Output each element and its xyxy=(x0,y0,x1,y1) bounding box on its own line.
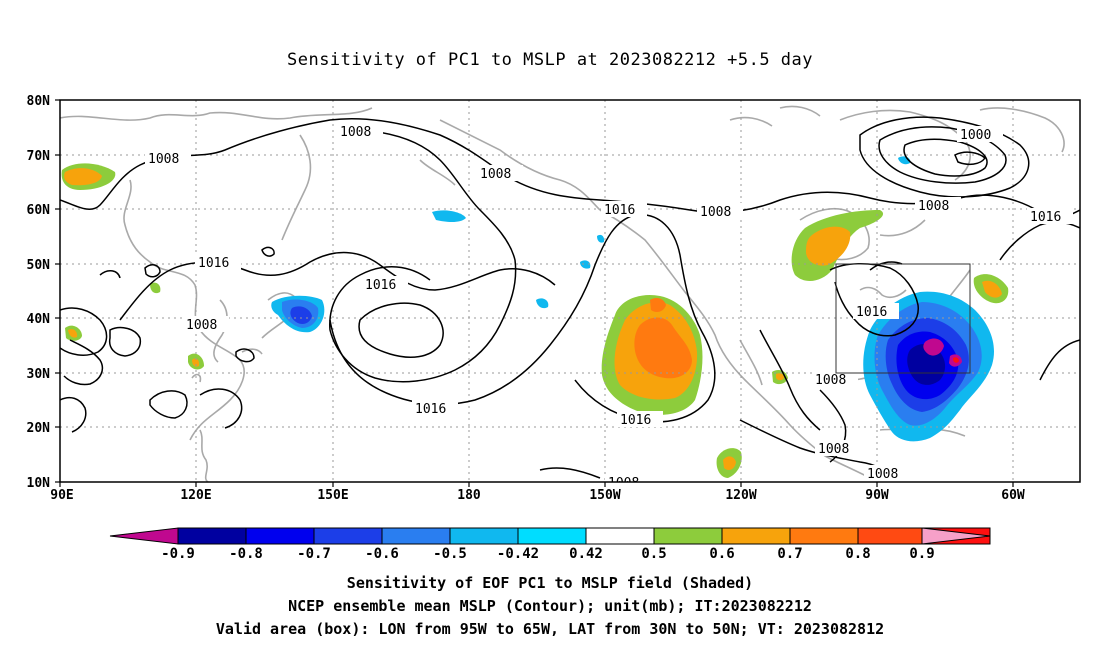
colorbar-label: -0.6 xyxy=(365,546,399,562)
colorbar-swatches xyxy=(177,527,991,545)
colorbar-swatch xyxy=(585,527,655,545)
colorbar-swatch xyxy=(313,527,383,545)
caption-line-3: Valid area (box): LON from 95W to 65W, L… xyxy=(215,620,885,638)
colorbar-label: 0.42 xyxy=(569,546,603,562)
lat-label: 60N xyxy=(27,203,51,218)
caption-line-1: Sensitivity of EOF PC1 to MSLP field (Sh… xyxy=(346,574,754,592)
lon-label: 150W xyxy=(589,488,620,503)
colorbar-label: -0.42 xyxy=(497,546,539,562)
contour-label: 1016 xyxy=(365,278,396,293)
contour-label: 1016 xyxy=(604,203,635,218)
lat-label: 80N xyxy=(27,94,51,109)
contour-label: 1008 xyxy=(480,167,511,182)
colorbar-label: -0.7 xyxy=(297,546,331,562)
lon-label: 120E xyxy=(180,488,211,503)
colorbar-label: -0.9 xyxy=(161,546,195,562)
contour-label: 1008 xyxy=(608,476,639,491)
lat-label: 20N xyxy=(27,421,51,436)
lon-labels: 90E 120E 150E 180 150W 120W 90W 60W xyxy=(50,488,1025,503)
colorbar-swatch xyxy=(245,527,315,545)
contour-label: 1016 xyxy=(620,413,651,428)
coastlines xyxy=(60,105,1065,482)
caption-line-2: NCEP ensemble mean MSLP (Contour); unit(… xyxy=(288,597,812,615)
valid-area-box xyxy=(835,263,971,374)
map-border xyxy=(59,99,1081,483)
lat-labels: 80N 70N 60N 50N 40N 30N 20N 10N xyxy=(27,94,51,491)
axis-ticks xyxy=(55,99,1014,487)
colorbar-label: 0.8 xyxy=(845,546,870,562)
colorbar: -0.9 -0.8 -0.7 -0.6 -0.5 -0.42 0.42 0.5 … xyxy=(109,527,991,562)
colorbar-swatch xyxy=(789,527,859,545)
colorbar-label: 0.5 xyxy=(641,546,666,562)
contour-label: 1008 xyxy=(818,442,849,457)
colorbar-label: 0.6 xyxy=(709,546,734,562)
lat-label: 40N xyxy=(27,312,51,327)
lat-label: 70N xyxy=(27,149,51,164)
colorbar-high-end xyxy=(921,527,991,545)
colorbar-swatch xyxy=(517,527,587,545)
contour-label: 1000 xyxy=(960,128,991,143)
map-title: Sensitivity of PC1 to MSLP at 2023082212… xyxy=(286,50,813,70)
contour-label: 1008 xyxy=(340,125,371,140)
lon-label: 150E xyxy=(317,488,348,503)
contour-labels: 1008 1008 1008 1016 1008 1000 1008 1016 … xyxy=(145,123,1073,491)
lon-label: 60W xyxy=(1001,488,1025,503)
contour-label: 1008 xyxy=(815,373,846,388)
lat-label: 10N xyxy=(27,476,51,491)
contour-label: 1008 xyxy=(700,205,731,220)
colorbar-swatch xyxy=(653,527,723,545)
lon-label: 180 xyxy=(457,488,481,503)
colorbar-label: 0.7 xyxy=(777,546,802,562)
colorbar-swatch xyxy=(857,527,927,545)
contour-label: 1008 xyxy=(186,318,217,333)
contour-label: 1016 xyxy=(1030,210,1061,225)
contour-label: 1016 xyxy=(198,256,229,271)
contour-label: 1008 xyxy=(918,199,949,214)
colorbar-swatch xyxy=(177,527,247,545)
colorbar-label: -0.5 xyxy=(433,546,467,562)
colorbar-labels: -0.9 -0.8 -0.7 -0.6 -0.5 -0.42 0.42 0.5 … xyxy=(161,546,935,562)
colorbar-label: -0.8 xyxy=(229,546,263,562)
colorbar-swatch xyxy=(721,527,791,545)
contour-label: 1008 xyxy=(867,467,898,482)
colorbar-label: 0.9 xyxy=(909,546,934,562)
contour-label: 1016 xyxy=(415,402,446,417)
lat-label: 50N xyxy=(27,258,51,273)
contour-label: 1016 xyxy=(856,305,887,320)
lat-label: 30N xyxy=(27,367,51,382)
lon-label: 120W xyxy=(725,488,756,503)
graticule xyxy=(60,100,1080,482)
colorbar-swatch xyxy=(381,527,451,545)
colorbar-low-end xyxy=(109,527,179,545)
contour-label: 1008 xyxy=(148,152,179,167)
lon-label: 90W xyxy=(865,488,889,503)
colorbar-swatch xyxy=(449,527,519,545)
lon-label: 90E xyxy=(50,488,73,503)
